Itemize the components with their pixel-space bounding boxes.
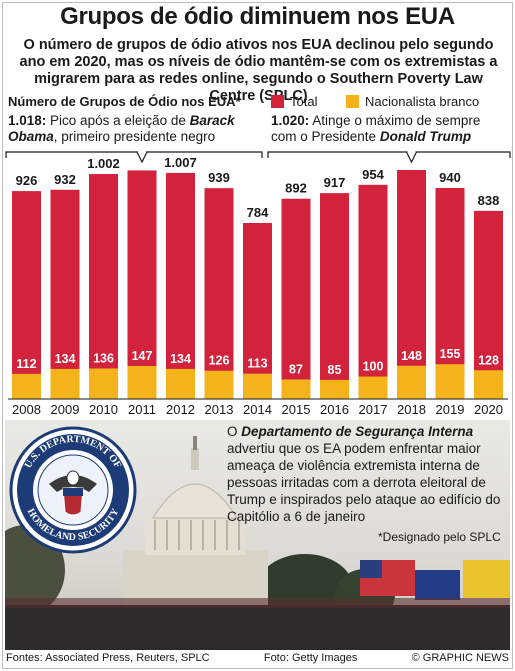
label-total-2015: 892 — [285, 181, 307, 196]
capitol-prefix: O — [227, 424, 238, 439]
label-total-2009: 932 — [54, 172, 76, 187]
legend-label-nationalist: Nacionalista branco — [365, 94, 480, 109]
label-total-2020: 838 — [478, 193, 500, 208]
label-nationalist-2010: 136 — [93, 351, 114, 365]
label-total-2019: 940 — [439, 170, 461, 185]
legend-label-total: Total — [290, 94, 318, 109]
bar-total-2009 — [50, 189, 80, 399]
annotation-2011-pointer — [136, 151, 148, 164]
footer: Fontes: Associated Press, Reuters, SPLC … — [6, 652, 509, 664]
bar-nationalist-2013 — [204, 370, 234, 399]
bar-total-2017 — [358, 184, 388, 399]
annotation-2018-pointer — [405, 151, 418, 164]
capitol-photo: U.S. DEPARTMENT OF HOMELAND SECURITY — [5, 420, 510, 650]
bar-nationalist-2018 — [397, 365, 426, 399]
annotation-2018: 1.020: Atinge o máximo de sempre com o P… — [271, 113, 509, 145]
x-tick-2009: 2009 — [51, 402, 80, 417]
footnote: *Designado pelo SPLC — [378, 530, 501, 544]
label-total-2013: 939 — [208, 170, 230, 185]
x-tick-2016: 2016 — [320, 402, 349, 417]
x-tick-2018: 2018 — [397, 402, 426, 417]
x-tick-2008: 2008 — [12, 402, 41, 417]
bar-total-2020 — [474, 210, 503, 399]
capitol-body: advertiu que os EA podem enfrentar maior… — [227, 441, 501, 524]
x-tick-2010: 2010 — [89, 402, 118, 417]
chart-title: Número de Grupos de Ódio nos EUA* — [8, 94, 241, 109]
bar-total-2018 — [397, 170, 426, 399]
bar-total-2010 — [89, 174, 118, 399]
bar-nationalist-2016 — [320, 379, 349, 399]
annotation-2018-value: 1.020: — [271, 113, 310, 128]
footer-credit: © GRAPHIC NEWS — [411, 652, 509, 664]
label-nationalist-2019: 155 — [440, 347, 461, 361]
bar-total-2008 — [12, 191, 41, 399]
annotation-2018-bracket — [267, 151, 511, 158]
annotation-2011-text: Pico após a eleição de — [50, 113, 186, 128]
capitol-caption: O Departamento de Segurança Interna adve… — [227, 423, 511, 525]
annotation-2018-name: Donald Trump — [379, 129, 472, 144]
bar-nationalist-2015 — [281, 379, 311, 399]
x-tick-2011: 2011 — [128, 402, 156, 417]
bar-nationalist-2014 — [243, 373, 272, 399]
legend-item-nationalist: Nacionalista branco — [346, 94, 479, 109]
annotation-2011-bracket — [5, 151, 263, 158]
bar-nationalist-2020 — [474, 370, 503, 399]
photo-illustration — [5, 436, 510, 650]
bar-total-2016 — [320, 193, 349, 399]
bar-nationalist-2012 — [166, 368, 195, 399]
annotation-2011-value: 1.018: — [8, 113, 47, 128]
bar-chart: GRAPHIC NEWS926112200893213420091.002136… — [5, 151, 511, 417]
bar-nationalist-2008 — [12, 373, 41, 399]
label-nationalist-2012: 134 — [170, 352, 191, 366]
label-nationalist-2008: 112 — [16, 357, 36, 371]
label-nationalist-2016: 85 — [328, 363, 342, 377]
annotation-2018-text: Atinge o máximo de sempre com o Presiden… — [271, 113, 481, 144]
label-nationalist-2013: 126 — [209, 354, 230, 368]
bar-nationalist-2011 — [127, 365, 157, 399]
annotation-2011-name: Barack Obama — [8, 113, 235, 144]
x-tick-2020: 2020 — [474, 402, 503, 417]
bar-total-2015 — [281, 198, 311, 399]
x-tick-2013: 2013 — [205, 402, 234, 417]
capitol-agency: Departamento de Segurança Interna — [241, 424, 474, 439]
label-total-2014: 784 — [247, 205, 269, 220]
label-total-2016: 917 — [324, 175, 346, 190]
x-tick-2012: 2012 — [166, 402, 195, 417]
label-total-2010: 1.002 — [87, 156, 120, 171]
legend-swatch-total — [271, 95, 284, 108]
label-nationalist-2009: 134 — [55, 352, 76, 366]
bar-nationalist-2017 — [358, 376, 388, 399]
x-tick-2019: 2019 — [436, 402, 465, 417]
label-nationalist-2020: 128 — [478, 353, 499, 367]
label-total-2012: 1.007 — [164, 155, 197, 170]
bar-total-2019 — [435, 187, 465, 399]
label-nationalist-2014: 113 — [247, 357, 267, 371]
bar-total-2013 — [204, 188, 234, 399]
annotation-2011-rest: , primeiro presidente negro — [53, 129, 216, 144]
bar-total-2014 — [243, 222, 272, 399]
label-nationalist-2011: 147 — [132, 349, 153, 363]
label-total-2017: 954 — [362, 167, 384, 182]
x-tick-2014: 2014 — [243, 402, 272, 417]
label-nationalist-2018: 148 — [401, 349, 422, 363]
bar-nationalist-2010 — [89, 368, 118, 399]
bar-nationalist-2009 — [50, 368, 80, 399]
footer-photo: Foto: Getty Images — [263, 652, 358, 664]
dhs-seal: U.S. DEPARTMENT OF HOMELAND SECURITY — [9, 426, 137, 554]
annotation-2011: 1.018: Pico após a eleição de Barack Oba… — [8, 113, 258, 145]
label-nationalist-2017: 100 — [363, 360, 384, 374]
bar-total-2012 — [166, 172, 195, 399]
bar-total-2011 — [127, 170, 157, 399]
x-tick-2017: 2017 — [359, 402, 388, 417]
page-title: Grupos de ódio diminuem nos EUA — [60, 3, 455, 30]
label-total-2008: 926 — [16, 173, 38, 188]
legend-swatch-nationalist — [346, 95, 359, 108]
legend-item-total: Total — [271, 94, 317, 109]
label-nationalist-2015: 87 — [289, 362, 303, 376]
bar-nationalist-2019 — [435, 364, 465, 399]
footer-sources: Fontes: Associated Press, Reuters, SPLC — [6, 652, 210, 664]
x-tick-2015: 2015 — [282, 402, 311, 417]
